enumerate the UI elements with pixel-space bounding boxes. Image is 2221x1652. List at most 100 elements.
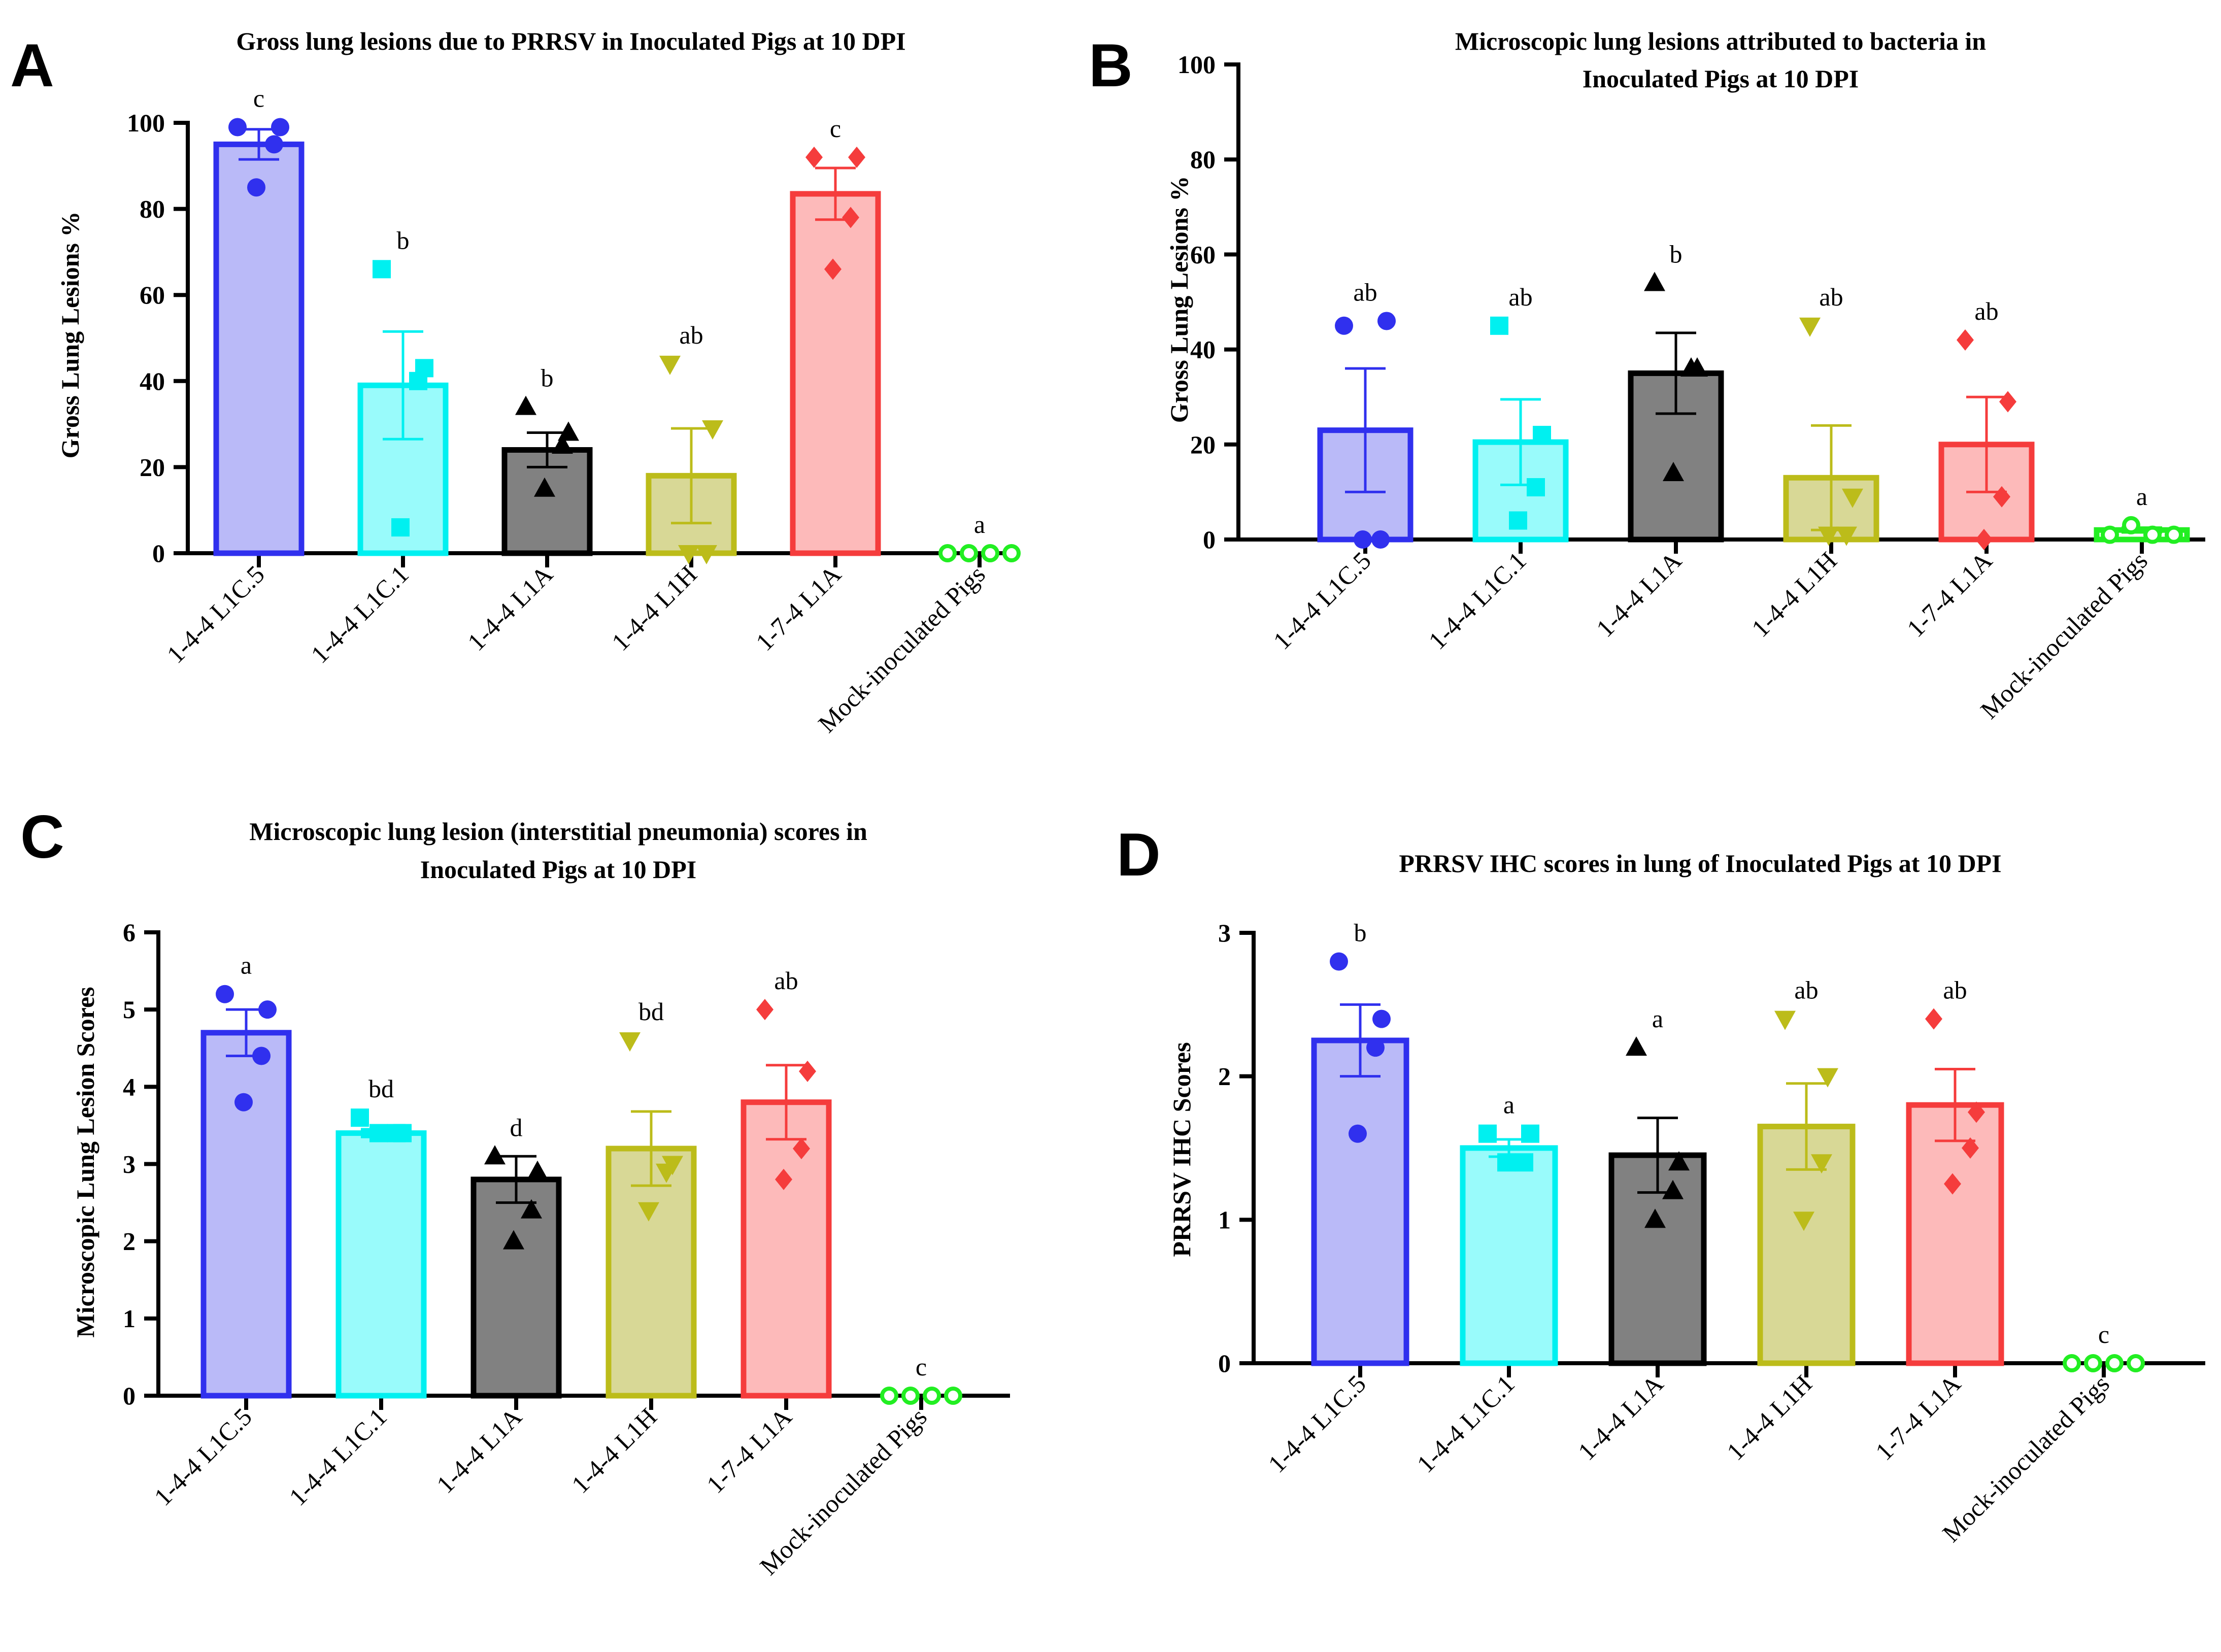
data-point [756,999,773,1021]
x-tick-label: 1-4-4 L1C.1 [305,560,414,668]
data-point [216,985,234,1003]
data-point [252,1047,271,1065]
panel-letter-b: B [1089,31,1133,99]
x-tick-label: 1-7-4 L1A [750,560,847,656]
data-point [842,207,859,228]
y-tick-label: 20 [1190,430,1216,459]
data-point [409,372,427,390]
data-point [656,1163,677,1183]
x-tick-label: 1-4-4 L1A [431,1402,527,1499]
data-point [775,1168,792,1190]
significance-letter: c [253,84,264,112]
y-tick-label: 4 [123,1072,136,1101]
significance-letter: ab [1508,283,1532,311]
data-point [2063,1354,2081,1372]
y-tick-label: 0 [152,539,165,567]
significance-letter: c [2098,1320,2109,1348]
significance-letter: ab [1974,297,1998,325]
data-point [619,1032,641,1052]
data-point [2143,525,2162,544]
data-point [265,135,283,154]
data-point [2101,525,2119,544]
y-tick-label: 0 [1218,1349,1231,1377]
chart-title: Inoculated Pigs at 10 DPI [1583,64,1859,93]
data-point [848,146,865,168]
significance-letter: a [974,510,985,538]
data-point [1944,1173,1961,1195]
data-point [793,1138,810,1160]
significance-letter: ab [1819,283,1843,311]
x-tick-label: 1-4-4 L1C.5 [1267,546,1376,655]
y-axis-label: PRRSV IHC Scores [1167,1042,1196,1257]
data-point [1497,1153,1516,1172]
data-point [1521,1124,1539,1143]
x-tick-label: 1-4-4 L1A [1572,1369,1669,1466]
x-tick-label: 1-4-4 L1H [1721,1369,1818,1466]
data-point [1836,526,1857,546]
data-point [2127,1354,2145,1372]
data-point [1999,391,2016,413]
data-point [901,1387,920,1405]
data-point [1371,530,1390,549]
chart-title: Microscopic lung lesion (interstitial pn… [249,817,867,846]
data-point [1957,329,1974,351]
data-point [1002,544,1021,562]
panel-c: C Microscopic lung lesion (interstitial … [20,803,1010,1580]
data-point [2122,516,2140,534]
significance-letter: bd [368,1074,394,1103]
significance-letter: ab [679,321,703,349]
bar [213,141,305,556]
data-point [1793,1211,1814,1231]
data-point [824,258,842,280]
x-tick-label: 1-7-4 L1A [701,1402,797,1499]
bar [200,1030,292,1399]
data-point [1968,1101,1985,1123]
data-point [1817,1068,1838,1088]
y-tick-label: 80 [140,195,165,223]
data-point [1993,486,2010,508]
data-point [638,1202,659,1222]
panel-letter-d: D [1117,821,1161,889]
x-tick-label: 1-4-4 L1C.1 [1423,546,1531,655]
data-point [2105,1354,2124,1372]
data-point [1533,426,1551,445]
y-tick-label: 20 [140,453,165,481]
x-tick-label: 1-4-4 L1A [1591,546,1687,643]
data-point [1818,526,1839,546]
significance-letter: bd [638,997,664,1026]
significance-letter: c [916,1353,927,1381]
data-point [981,544,999,562]
chart-title: Microscopic lung lesions attributed to b… [1455,27,1986,55]
y-tick-label: 0 [123,1381,136,1410]
y-tick-label: 2 [1218,1062,1231,1091]
x-tick-label: 1-4-4 L1C.5 [1262,1369,1371,1478]
data-point [1330,952,1348,971]
bar [1311,1037,1409,1366]
data-point [678,545,699,564]
significance-letter: a [2136,482,2147,511]
y-tick-label: 3 [1218,919,1231,947]
data-point [1811,1154,1832,1174]
data-point [1377,312,1396,330]
bar [1906,1102,2004,1366]
panel-letter-c: C [20,803,64,871]
data-point [1527,478,1545,497]
significance-letter: ab [1353,278,1377,306]
y-tick-label: 100 [127,109,165,137]
significance-letter: ab [774,966,798,995]
y-tick-label: 60 [140,281,165,309]
data-point [1515,1153,1533,1172]
significance-letter: ab [1943,976,1967,1004]
x-tick-label: 1-4-4 L1C.1 [283,1402,392,1511]
data-point [1663,461,1684,481]
data-point [1366,1038,1385,1057]
data-point [484,1145,506,1165]
data-point [1774,1010,1796,1030]
x-tick-label: 1-4-4 L1H [606,560,702,656]
data-point [702,420,723,440]
data-point [258,1000,277,1019]
data-point [1335,316,1353,335]
data-point [1478,1124,1497,1143]
x-tick-label: Mock-inoculated Pigs [1975,546,2153,724]
data-point [552,434,573,454]
